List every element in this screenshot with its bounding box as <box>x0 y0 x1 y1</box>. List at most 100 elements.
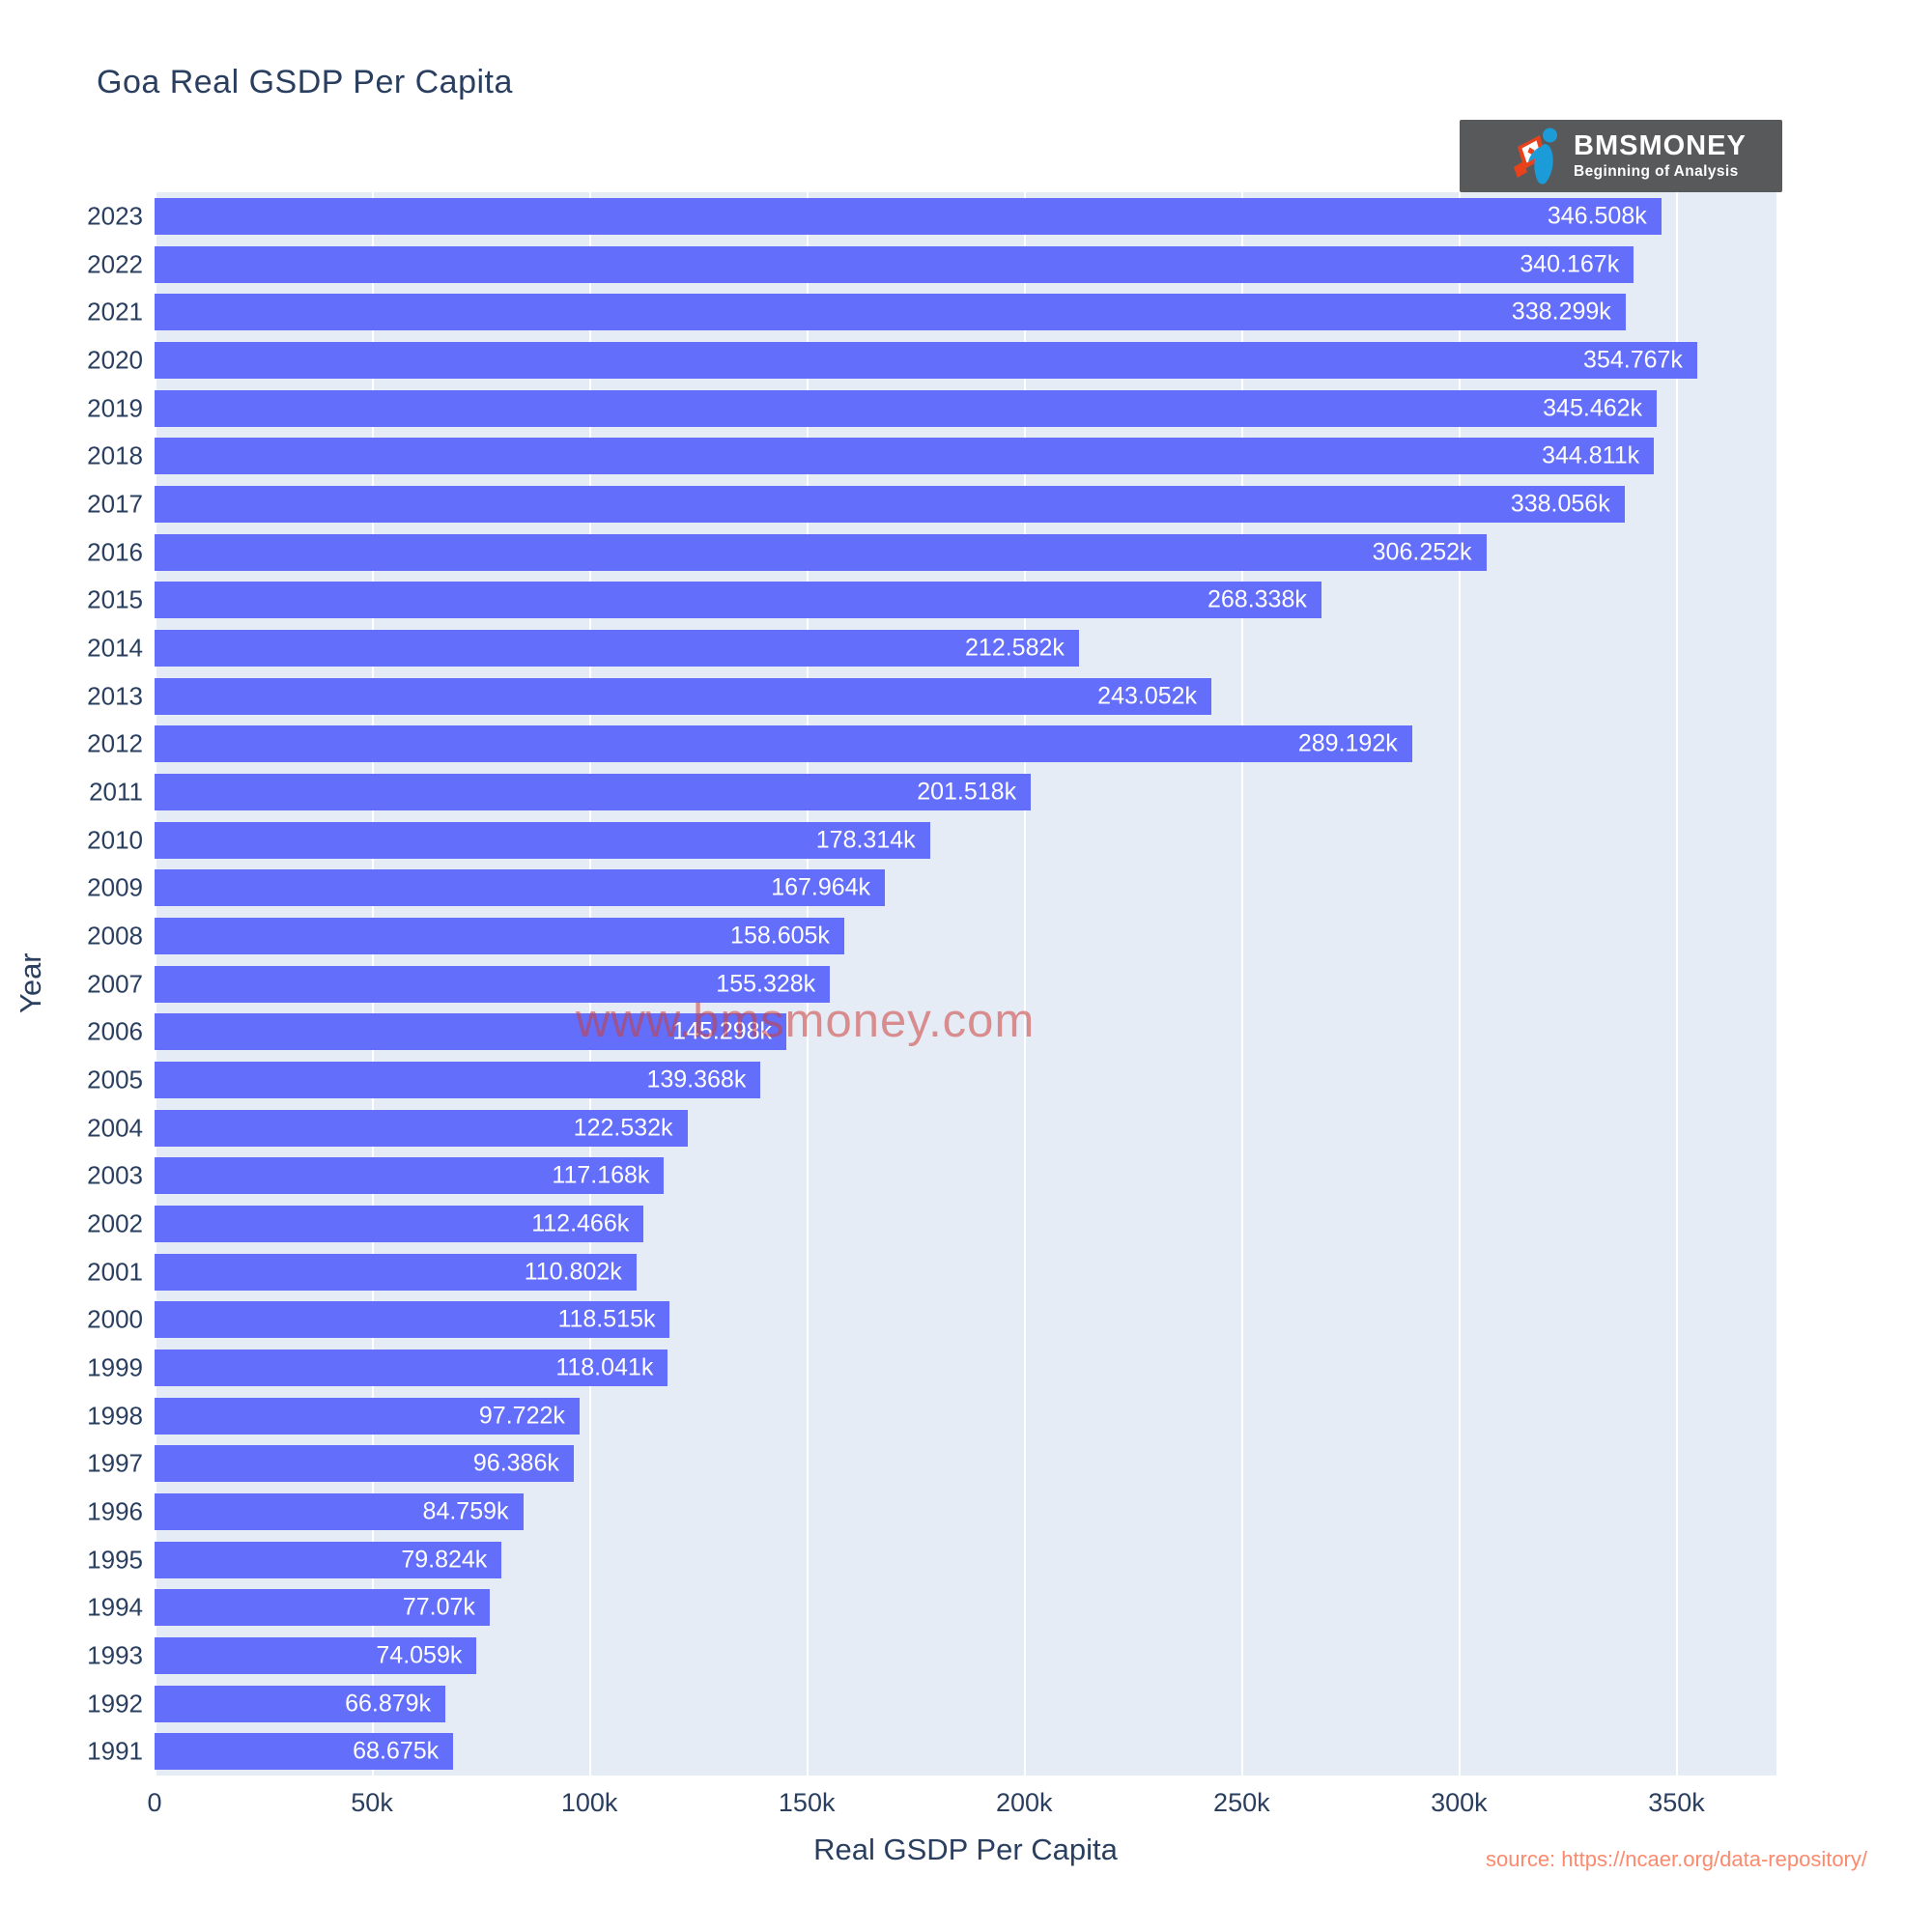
bar[interactable]: 96.386k <box>155 1445 574 1483</box>
y-tick-label: 2006 <box>87 1016 143 1046</box>
bar[interactable]: 145.298k <box>155 1013 787 1051</box>
bar[interactable]: 346.508k <box>155 197 1662 235</box>
source-note: source: https://ncaer.org/data-repositor… <box>1486 1847 1867 1871</box>
logo-person-arm <box>1528 146 1543 161</box>
bar-row: 2019 345.462k <box>87 384 1776 433</box>
bar-row: 2012 289.192k <box>87 720 1776 768</box>
bar-value-label: 338.056k <box>1510 490 1610 518</box>
bar[interactable]: 345.462k <box>155 389 1658 427</box>
bar-value-label: 68.675k <box>353 1737 440 1765</box>
bar-row: 2008 158.605k <box>87 912 1776 960</box>
y-tick-label: 2011 <box>89 777 143 807</box>
bar-row: 2014 212.582k <box>87 624 1776 672</box>
bar-row: 2000 118.515k <box>87 1295 1776 1344</box>
gridline <box>1024 192 1027 1776</box>
bar[interactable]: 338.056k <box>155 485 1625 523</box>
bar[interactable]: 158.605k <box>155 917 844 954</box>
bar-row: 2006 145.298k <box>87 1008 1776 1056</box>
bar-value-label: 354.767k <box>1583 346 1683 374</box>
bar-row: 2003 117.168k <box>87 1151 1776 1200</box>
y-tick-label: 1992 <box>87 1689 143 1719</box>
bar-value-label: 243.052k <box>1097 682 1198 710</box>
bar-value-label: 346.508k <box>1547 202 1647 230</box>
y-tick-label: 2021 <box>87 297 143 327</box>
gridline <box>1459 192 1462 1776</box>
bar[interactable]: 118.515k <box>155 1301 670 1339</box>
bar[interactable]: 212.582k <box>155 629 1079 667</box>
bar-row: 2023 346.508k <box>87 192 1776 241</box>
bar[interactable]: 84.759k <box>155 1492 524 1530</box>
y-tick-label: 2023 <box>87 201 143 231</box>
bar-value-label: 289.192k <box>1297 729 1398 757</box>
bar-value-label: 66.879k <box>345 1690 432 1718</box>
bar-value-label: 340.167k <box>1520 250 1620 277</box>
bar-row: 2009 167.964k <box>87 864 1776 912</box>
y-tick-label: 1994 <box>87 1592 143 1622</box>
x-axis-ticks: 0 50k 100k 150k 200k 250k 300k 350k <box>147 1788 1776 1823</box>
bar[interactable]: 344.811k <box>155 438 1655 475</box>
y-tick-label: 1998 <box>87 1401 143 1431</box>
bar-value-label: 345.462k <box>1543 394 1643 422</box>
bar-row: 2021 338.299k <box>87 288 1776 336</box>
bar[interactable]: 289.192k <box>155 725 1412 763</box>
bar-row: 1997 96.386k <box>87 1439 1776 1488</box>
y-tick-label: 2001 <box>87 1257 143 1287</box>
bar-row: 2007 155.328k <box>87 960 1776 1009</box>
bar[interactable]: 68.675k <box>155 1733 454 1771</box>
bar-value-label: 77.07k <box>402 1593 475 1621</box>
bar-value-label: 306.252k <box>1372 538 1472 566</box>
bar-row: 1994 77.07k <box>87 1583 1776 1632</box>
bar[interactable]: 79.824k <box>155 1541 502 1578</box>
bar[interactable]: 97.722k <box>155 1397 580 1435</box>
bar-row: 2015 268.338k <box>87 576 1776 624</box>
bar[interactable]: 178.314k <box>155 821 930 859</box>
bar-row: 1998 97.722k <box>87 1392 1776 1440</box>
y-tick-label: 2003 <box>87 1160 143 1190</box>
bar[interactable]: 122.532k <box>155 1109 688 1147</box>
y-tick-label: 2016 <box>87 537 143 567</box>
bar-row: 2004 122.532k <box>87 1104 1776 1152</box>
bar[interactable]: 201.518k <box>155 773 1032 810</box>
chart-title: Goa Real GSDP Per Capita <box>97 64 513 100</box>
bar[interactable]: 112.466k <box>155 1205 644 1242</box>
bar-value-label: 201.518k <box>917 778 1017 806</box>
y-tick-label: 2018 <box>87 440 143 470</box>
bar-value-label: 268.338k <box>1208 585 1307 613</box>
bar[interactable]: 167.964k <box>155 869 886 907</box>
bar[interactable]: 139.368k <box>155 1061 761 1098</box>
bar-value-label: 178.314k <box>815 826 916 854</box>
bar-row: 2001 110.802k <box>87 1248 1776 1296</box>
bar-value-label: 139.368k <box>646 1065 747 1094</box>
bar[interactable]: 117.168k <box>155 1157 665 1195</box>
bar[interactable]: 118.041k <box>155 1349 668 1386</box>
bar[interactable]: 110.802k <box>155 1253 637 1291</box>
bar-value-label: 122.532k <box>573 1114 673 1142</box>
bar[interactable]: 155.328k <box>155 965 831 1003</box>
bar-value-label: 110.802k <box>524 1258 622 1286</box>
bar-row: 2011 201.518k <box>89 768 1776 816</box>
bar[interactable]: 77.07k <box>155 1589 490 1627</box>
bar-value-label: 97.722k <box>478 1402 565 1430</box>
y-tick-label: 2013 <box>87 681 143 711</box>
y-tick-label: 2015 <box>87 584 143 614</box>
bar[interactable]: 66.879k <box>155 1685 446 1722</box>
bar-value-label: 96.386k <box>472 1449 559 1477</box>
bar-row: 1991 68.675k <box>87 1728 1776 1776</box>
bar[interactable]: 243.052k <box>155 677 1212 715</box>
bar-value-label: 212.582k <box>965 634 1065 662</box>
logo-tagline: Beginning of Analysis <box>1574 163 1739 181</box>
y-tick-label: 2022 <box>87 249 143 278</box>
x-tick-label: 200k <box>995 1788 1053 1817</box>
x-tick-label: 100k <box>560 1788 618 1817</box>
y-tick-label: 1993 <box>87 1640 143 1670</box>
bar[interactable]: 354.767k <box>155 341 1697 379</box>
bar-row: 1993 74.059k <box>87 1632 1776 1680</box>
y-tick-label: 1991 <box>87 1736 143 1766</box>
bar[interactable]: 74.059k <box>155 1636 477 1674</box>
y-tick-label: 2014 <box>87 633 143 663</box>
bar[interactable]: 340.167k <box>155 245 1634 283</box>
bar[interactable]: 306.252k <box>155 533 1487 571</box>
bar[interactable]: 268.338k <box>155 582 1321 619</box>
bar-row: 2005 139.368k <box>87 1056 1776 1104</box>
bar[interactable]: 338.299k <box>155 294 1626 331</box>
